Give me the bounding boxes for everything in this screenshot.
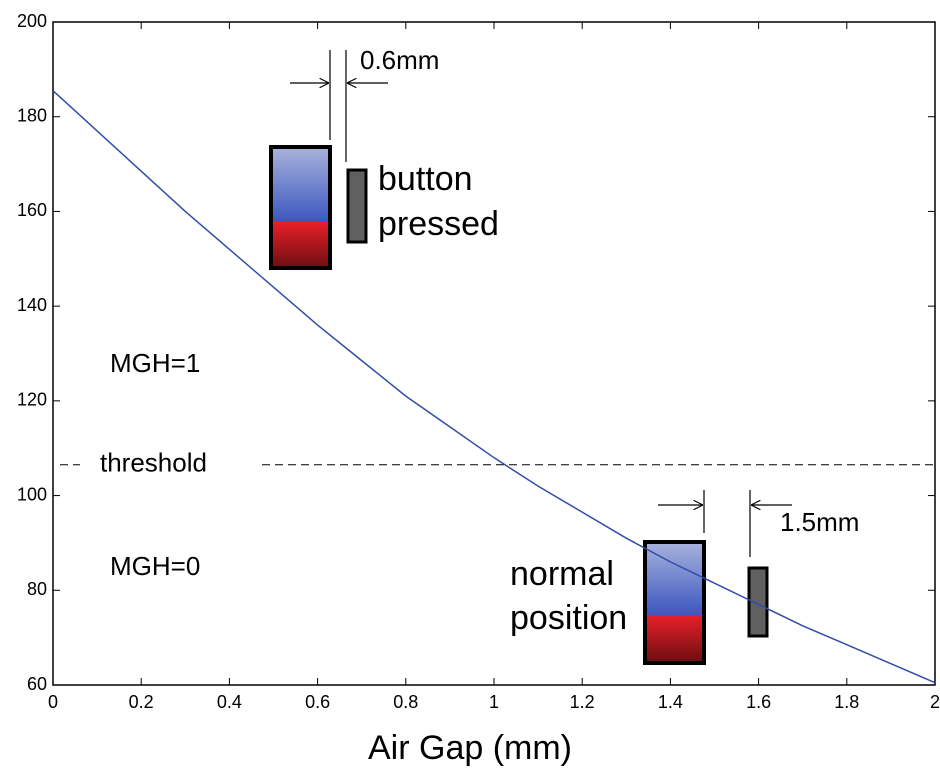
annotation: button: [378, 160, 473, 198]
y-tick-label: 200: [17, 11, 47, 31]
x-tick-label: 0.8: [393, 692, 418, 712]
y-tick-label: 60: [27, 674, 47, 694]
plot-frame: [52, 21, 936, 686]
x-axis-label: Air Gap (mm): [368, 729, 572, 767]
y-tick-label: 140: [17, 295, 47, 315]
x-tick-label: 0.2: [129, 692, 154, 712]
y-tick-label: 120: [17, 390, 47, 410]
x-tick-label: 0.6: [305, 692, 330, 712]
x-tick-label: 1.8: [834, 692, 859, 712]
x-tick-label: 0.4: [217, 692, 242, 712]
threshold-label: threshold: [100, 448, 207, 478]
x-tick-label: 1.4: [658, 692, 683, 712]
annotation: normal: [510, 555, 614, 593]
y-tick-label: 100: [17, 484, 47, 504]
line: [52, 90, 936, 684]
x-tick-label: 1.2: [570, 692, 595, 712]
y-tick-label: 180: [17, 105, 47, 125]
x-tick-label: 1: [489, 692, 499, 712]
x-tick-label: 0: [48, 692, 58, 712]
magnet-normal: [643, 490, 792, 665]
y-tick-label: 80: [27, 579, 47, 599]
annotation: position: [510, 599, 627, 637]
y-tick-label: 160: [17, 200, 47, 220]
annotation: 0.6mm: [360, 45, 439, 75]
annotation: pressed: [378, 205, 499, 243]
annotation: MGH=1: [110, 348, 200, 378]
x-tick-label: 1.6: [746, 692, 771, 712]
magnet-pressed: [269, 50, 388, 270]
x-tick-label: 2: [930, 692, 940, 712]
annotation: 1.5mm: [780, 507, 859, 537]
annotation: MGH=0: [110, 551, 200, 581]
